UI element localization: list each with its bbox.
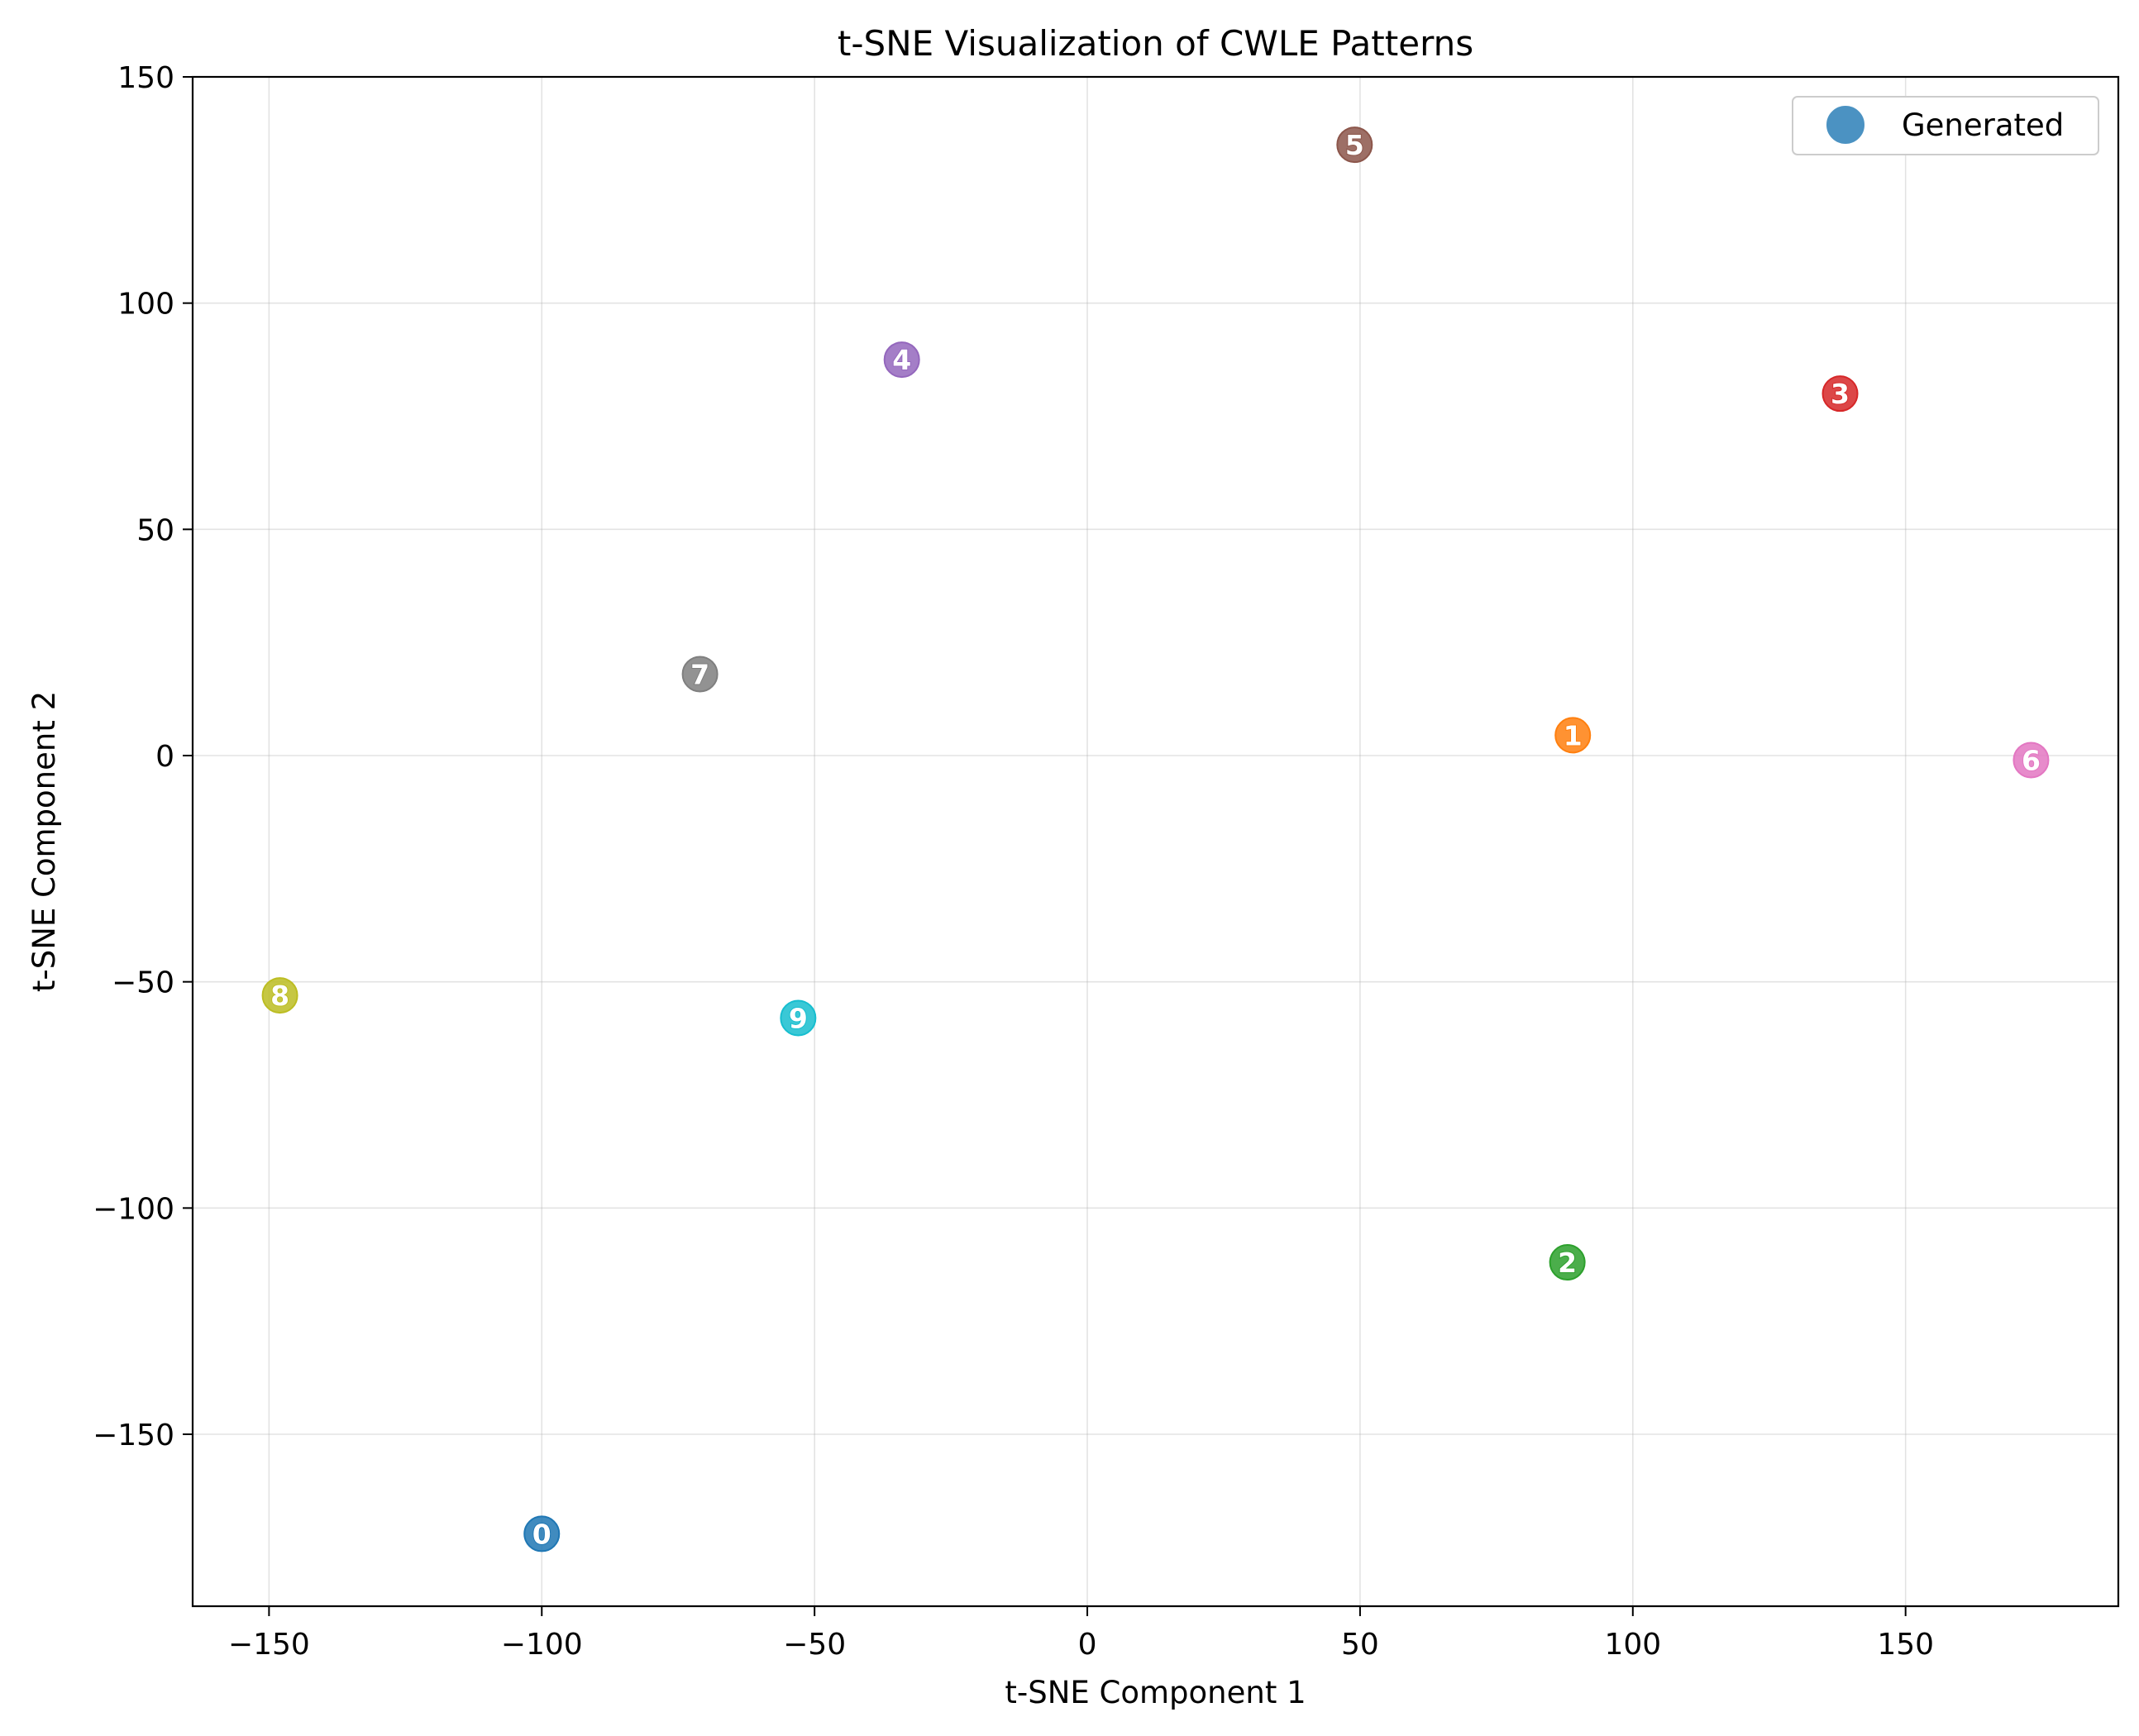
y-axis-label: t-SNE Component 2: [26, 691, 62, 992]
data-point-1: [1554, 717, 1592, 754]
y-tick-label: 100: [117, 288, 174, 322]
data-point-9: [780, 999, 817, 1037]
legend-box: [1792, 96, 2099, 155]
x-tick-label: 150: [1877, 1628, 1934, 1662]
data-points: 0 1 2 3 4 5 6 7 8 9: [261, 126, 2050, 1552]
data-point-6: [2012, 742, 2050, 779]
x-tick-label: −50: [783, 1628, 846, 1662]
x-axis-label: t-SNE Component 1: [1005, 1675, 1306, 1710]
data-point-label-6: 6: [2022, 744, 2041, 776]
x-tick-label: 100: [1604, 1628, 1661, 1662]
data-point-5: [1336, 126, 1373, 164]
x-tick-label: 0: [1078, 1628, 1097, 1662]
y-tick-label: 0: [155, 740, 174, 774]
chart-title: t-SNE Visualization of CWLE Patterns: [838, 23, 1473, 64]
y-tick-label: −50: [112, 966, 174, 1000]
data-point-4: [883, 341, 920, 379]
x-tick-label: −100: [501, 1628, 583, 1662]
y-tick-label: 50: [136, 513, 174, 547]
legend: Generated: [1792, 96, 2099, 155]
data-point-label-0: 0: [532, 1518, 551, 1550]
data-point-label-5: 5: [1345, 129, 1364, 161]
data-point-label-8: 8: [270, 980, 289, 1012]
y-tick-label: −150: [93, 1419, 174, 1452]
data-point-7: [681, 656, 719, 693]
plot-frame: [191, 75, 2120, 1608]
data-point-0: [523, 1515, 561, 1552]
data-point-label-1: 1: [1564, 719, 1583, 751]
legend-label-generated: Generated: [1902, 107, 2064, 143]
data-point-label-2: 2: [1558, 1247, 1577, 1279]
legend-marker-generated: [1826, 106, 1864, 144]
data-point-label-4: 4: [892, 344, 911, 376]
y-tick-label: 150: [117, 61, 174, 95]
data-point-label-7: 7: [690, 658, 709, 690]
grid-lines: [193, 76, 2118, 1606]
x-tick-label: −150: [228, 1628, 310, 1662]
x-tick-label: 50: [1341, 1628, 1379, 1662]
data-point-8: [261, 977, 298, 1014]
data-point-label-3: 3: [1831, 378, 1850, 410]
data-point-3: [1821, 375, 1859, 413]
data-point-label-9: 9: [789, 1002, 808, 1034]
y-tick-label: −100: [93, 1192, 174, 1226]
data-point-2: [1549, 1244, 1586, 1281]
